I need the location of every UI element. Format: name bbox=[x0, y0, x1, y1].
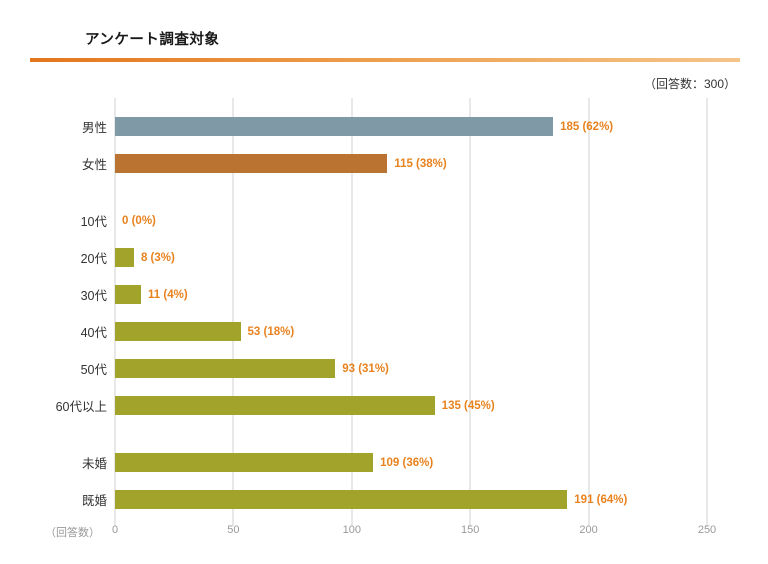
bar-row: 未婚 109 (36%) bbox=[0, 444, 768, 481]
bar-value-label: 115 (38%) bbox=[394, 157, 447, 170]
bar-value-label: 191 (64%) bbox=[574, 493, 628, 506]
bar-value-label: 109 (36%) bbox=[380, 456, 434, 469]
gridline bbox=[232, 98, 234, 526]
bar-value-label: 93 (31%) bbox=[342, 362, 389, 375]
category-label: 既婚 bbox=[81, 494, 107, 508]
bar-value-label: 0 (0%) bbox=[122, 214, 156, 227]
bar-row: 40代 53 (18%) bbox=[0, 313, 768, 350]
gridline bbox=[469, 98, 471, 526]
gridline bbox=[706, 98, 708, 526]
x-tick-label: 0 bbox=[111, 524, 119, 536]
bar bbox=[115, 248, 134, 267]
bar-row: 50代 93 (31%) bbox=[0, 350, 768, 387]
category-label: 10代 bbox=[80, 215, 107, 229]
bar-area: 8 (3%) bbox=[115, 248, 707, 267]
gridlines bbox=[114, 98, 708, 526]
bar-row: 女性 115 (38%) bbox=[0, 145, 768, 182]
bar-area: 185 (62%) bbox=[115, 117, 707, 136]
bar bbox=[115, 285, 142, 304]
bar bbox=[115, 117, 554, 136]
bar bbox=[115, 490, 568, 509]
response-count-label: （回答数：300） bbox=[643, 77, 736, 91]
bar-value-label: 53 (18%) bbox=[247, 325, 295, 338]
bar-area: 53 (18%) bbox=[115, 322, 707, 341]
gridline bbox=[588, 98, 590, 526]
category-label: 40代 bbox=[80, 326, 107, 340]
x-axis-caption: （回答数） bbox=[45, 527, 100, 539]
bar-value-label: 8 (3%) bbox=[140, 251, 175, 264]
bar bbox=[115, 154, 388, 173]
x-tick-label: 100 bbox=[342, 524, 361, 536]
x-tick-label: 150 bbox=[461, 524, 480, 536]
bar-row: 20代 8 (3%) bbox=[0, 239, 768, 276]
bar bbox=[115, 453, 374, 472]
category-label: 30代 bbox=[80, 289, 107, 303]
bar-chart: 男性 185 (62%) 女性 115 (38%) 10代 0 (0%) 20代 8 (3%)… bbox=[0, 98, 768, 546]
chart-rows: 男性 185 (62%) 女性 115 (38%) 10代 0 (0%) 20代 8 (3%)… bbox=[0, 98, 768, 518]
bar-value-label: 185 (62%) bbox=[560, 120, 614, 133]
bar-row: 30代 11 (4%) bbox=[0, 276, 768, 313]
bar-group-gender: 男性 185 (62%) 女性 115 (38%) bbox=[0, 108, 768, 182]
bar-area: 135 (45%) bbox=[115, 396, 707, 415]
x-axis: （回答数） 0 50 100 150 200 250 bbox=[45, 522, 716, 546]
category-label: 60代以上 bbox=[55, 400, 107, 414]
bar-group-age: 10代 0 (0%) 20代 8 (3%) 30代 11 (4%) 40代 53 (18%) 5… bbox=[0, 202, 768, 424]
bar-value-label: 135 (45%) bbox=[441, 399, 495, 412]
bar-area: 109 (36%) bbox=[115, 453, 707, 472]
page-header: アンケート調査対象 （回答数：300） bbox=[0, 0, 768, 92]
bar-area: 191 (64%) bbox=[115, 490, 707, 509]
bar bbox=[115, 322, 241, 341]
category-label: 20代 bbox=[80, 252, 107, 266]
page-title: アンケート調査対象 bbox=[85, 32, 220, 48]
title-underline-rule bbox=[30, 58, 740, 62]
category-label: 未婚 bbox=[81, 457, 107, 471]
bar-row: 10代 0 (0%) bbox=[0, 202, 768, 239]
x-tick-label: 50 bbox=[227, 524, 240, 536]
bar-group-marital-status: 未婚 109 (36%) 既婚 191 (64%) bbox=[0, 444, 768, 518]
x-tick-label: 200 bbox=[579, 524, 598, 536]
gridline bbox=[351, 98, 353, 526]
category-label: 女性 bbox=[81, 158, 107, 172]
bar-area: 0 (0%) bbox=[115, 211, 707, 230]
gridline bbox=[114, 98, 116, 526]
bar-area: 93 (31%) bbox=[115, 359, 707, 378]
bar-area: 11 (4%) bbox=[115, 285, 707, 304]
bar bbox=[115, 359, 336, 378]
x-tick-label: 250 bbox=[697, 524, 717, 536]
bar bbox=[115, 396, 435, 415]
bar-area: 115 (38%) bbox=[115, 154, 707, 173]
bar-row: 既婚 191 (64%) bbox=[0, 481, 768, 518]
category-label: 男性 bbox=[81, 121, 107, 135]
bar-row: 男性 185 (62%) bbox=[0, 108, 768, 145]
category-label: 50代 bbox=[80, 363, 107, 377]
bar-row: 60代以上 135 (45%) bbox=[0, 387, 768, 424]
bar-value-label: 11 (4%) bbox=[148, 288, 188, 301]
